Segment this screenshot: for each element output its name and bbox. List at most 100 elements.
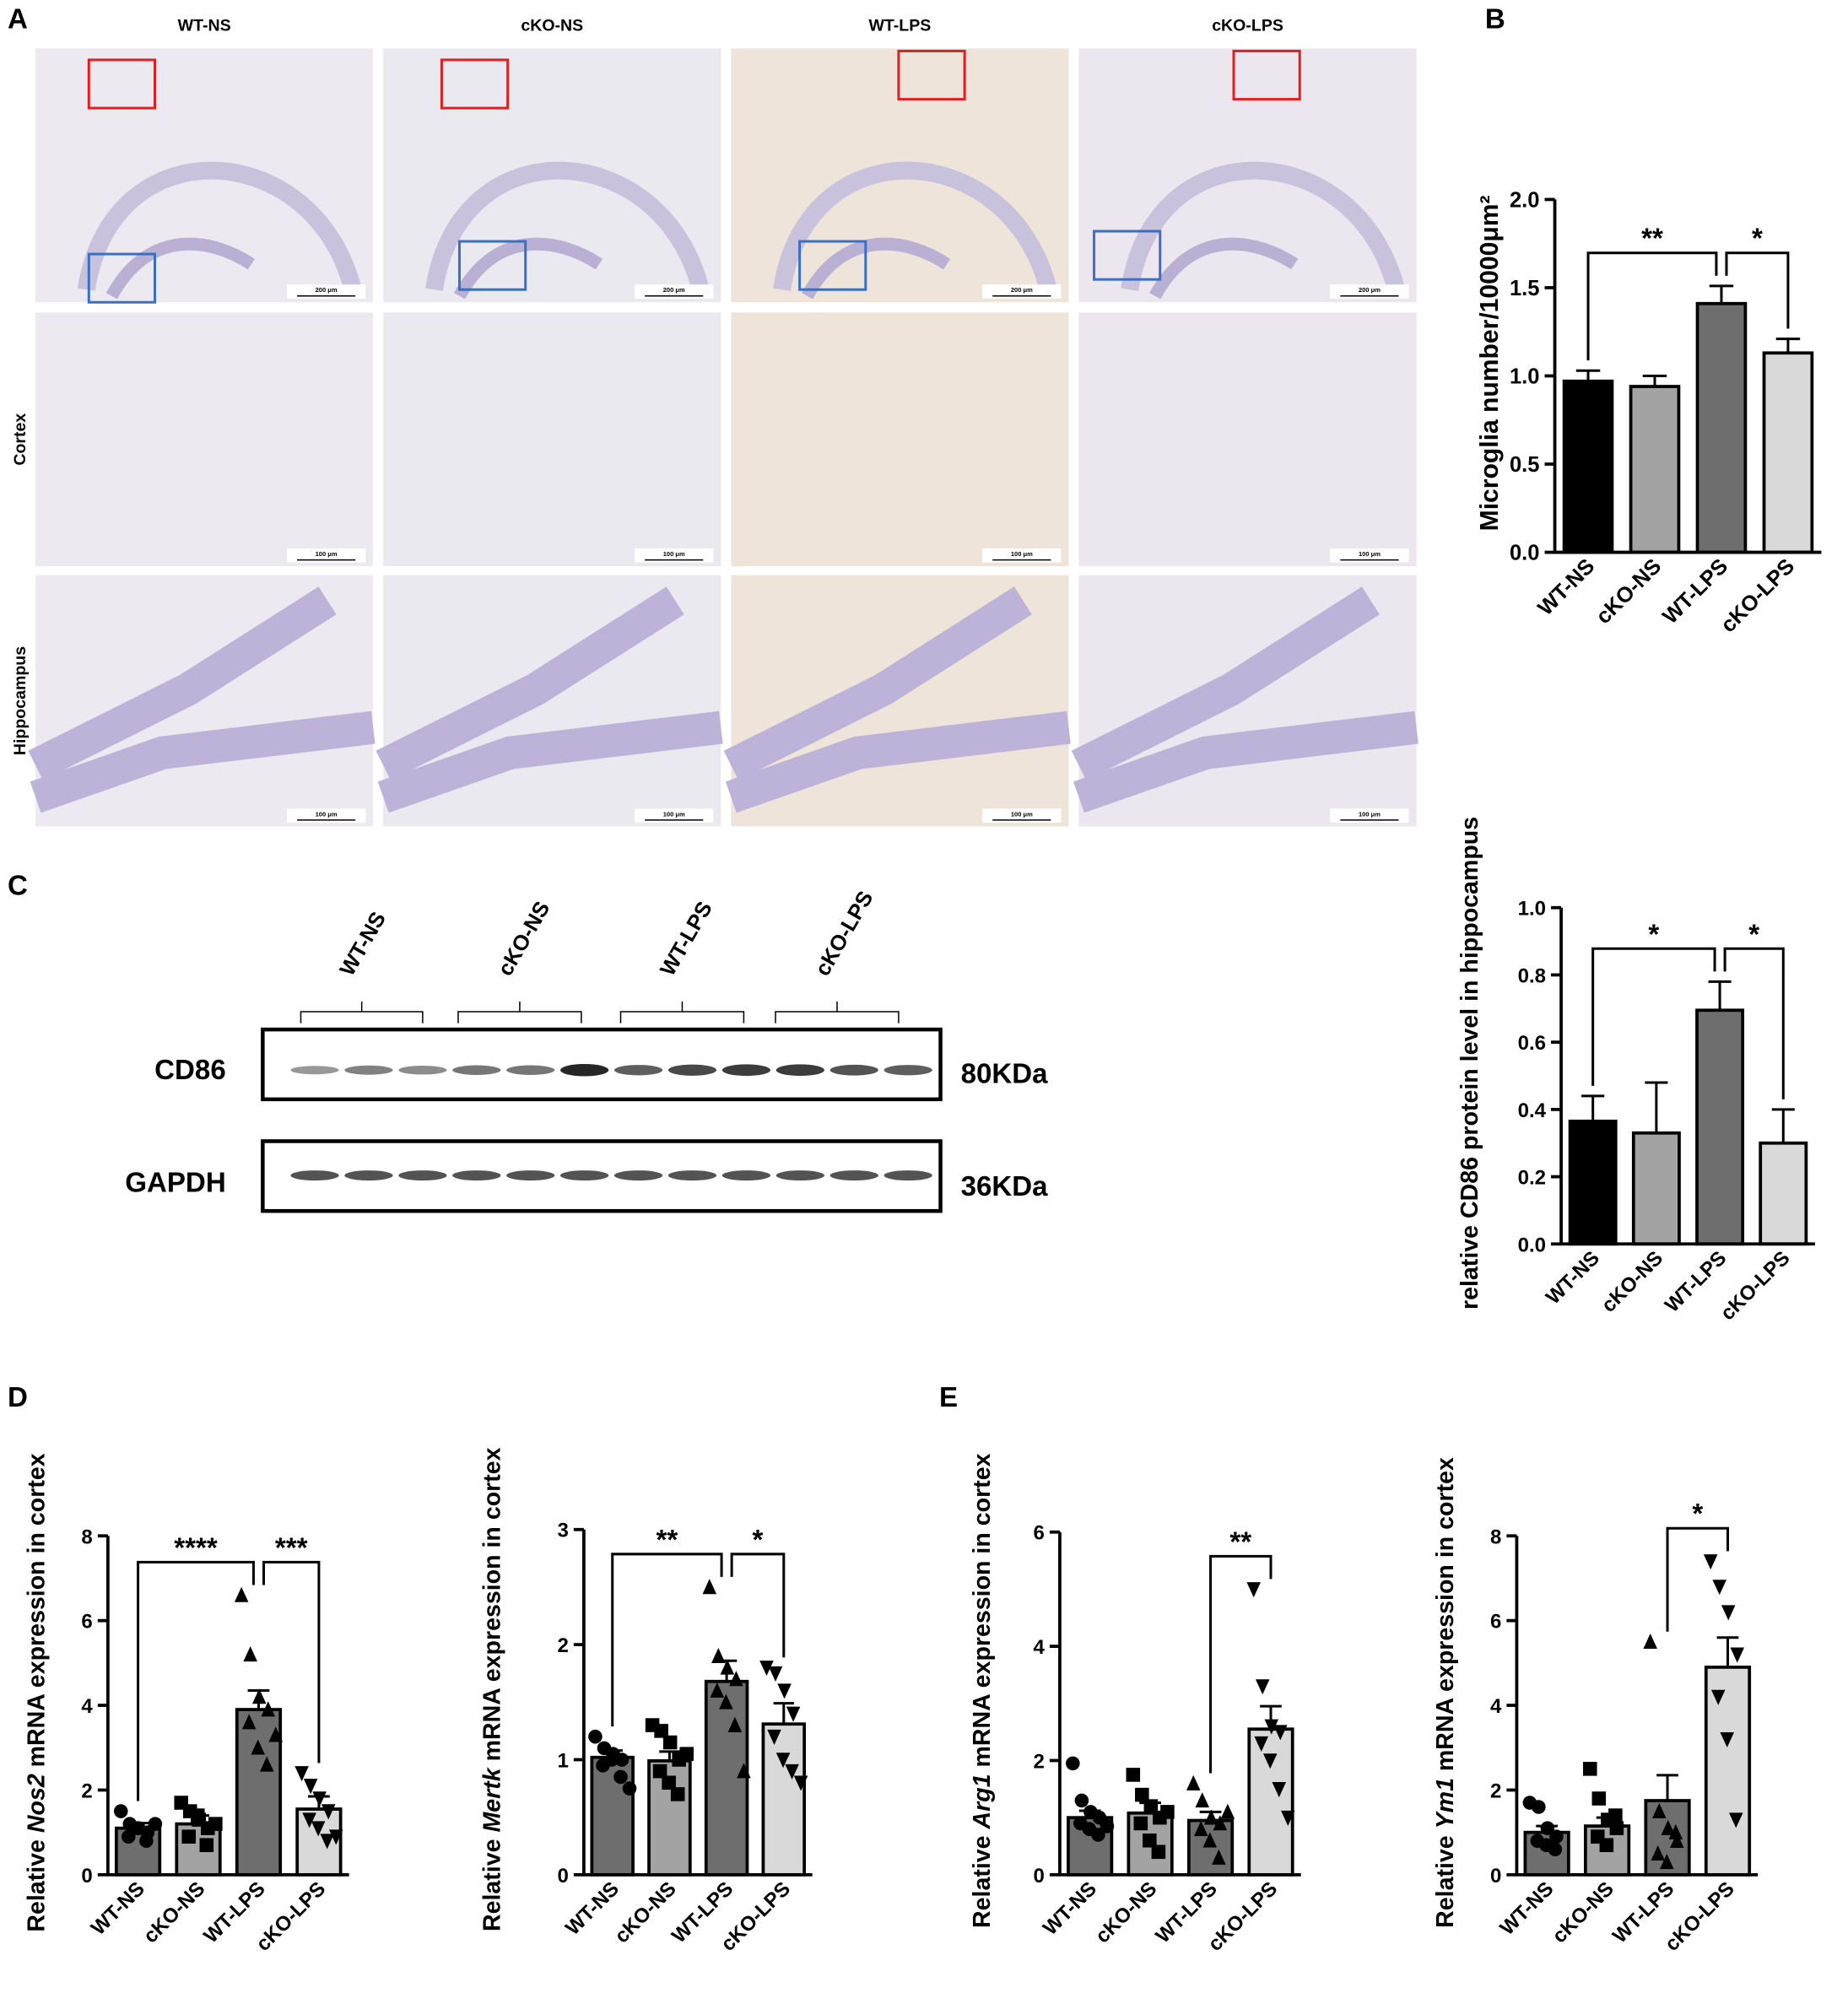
y-tick-label: 3 [557,1520,568,1542]
scale-bar-label: 200 μm [1359,286,1381,294]
data-point [1599,1838,1614,1852]
lane-bracket [619,1002,745,1024]
x-tick-label: cKO-NS [139,1877,209,1947]
y-axis-label-part: Relative [479,1833,506,1932]
scale-bar-box [1330,548,1409,563]
data-point [1186,1774,1201,1790]
bar [761,1722,807,1877]
data-point [1135,1787,1149,1802]
roi-box [1232,49,1301,101]
y-tick-label: 2 [1034,1751,1045,1774]
data-point [670,1787,685,1801]
x-tick-label: cKO-NS [1548,1877,1618,1947]
scale-bar-box [286,284,366,299]
tissue-layer [425,161,710,292]
significance-bracket [1723,947,1785,1099]
scale-bar-box [286,548,366,563]
band [560,1170,609,1181]
lane-label: WT-LPS [656,898,717,980]
y-axis-label: relative CD86 protein level in hippocamp… [1456,817,1483,1310]
axes [105,1536,349,1877]
data-point [1255,1679,1270,1695]
y-axis-label-part: relative CD86 protein level in hippocamp… [1456,817,1483,1310]
image-row-label: Hippocampus [11,646,30,755]
y-axis-label: Relative Nos2 mRNA expression in cortex [24,1453,51,1931]
scale-bar-label: 100 μm [663,550,685,558]
data-point [321,1804,336,1820]
lane-bracket [775,1002,900,1024]
data-point [654,1724,668,1738]
data-point [328,1829,343,1845]
x-tick-label: WT-NS [1533,554,1599,620]
y-axis-label: Microglia number/10000μm² [1476,196,1504,532]
cell-layer [28,586,337,780]
bar [1759,1141,1808,1246]
band [560,1063,609,1077]
data-point [294,1766,309,1782]
significance-label: * [1748,919,1759,950]
band [344,1170,393,1181]
data-point [1548,1842,1563,1857]
y-tick-label: 0.0 [1518,1234,1546,1256]
data-point [1730,1647,1745,1663]
scale-bar-label: 100 μm [1359,550,1381,558]
band [775,1170,824,1181]
data-point [1066,1756,1080,1771]
y-tick-label: 4 [1034,1636,1046,1659]
data-point [1660,1854,1674,1870]
band [452,1065,501,1075]
scale-bar-box [635,284,714,299]
data-point [588,1729,602,1744]
lane-bracket [300,1002,424,1024]
data-point [777,1683,792,1699]
error-bar [659,1750,680,1761]
scale-bar-box [286,808,366,823]
cell-layer [725,710,1071,813]
scale-bar-box [635,548,714,563]
y-tick-label: 0 [557,1865,568,1888]
data-point [1194,1820,1208,1836]
scale-bar-box [1330,284,1409,299]
scale-bar-label: 200 μm [663,286,685,294]
band [398,1170,447,1181]
lane-bracket [457,1002,582,1024]
data-point [604,1753,619,1767]
error-bar [1716,1636,1739,1667]
y-tick-label: 0.5 [1510,453,1540,477]
data-point [1220,1803,1235,1819]
roi-box [440,58,510,110]
data-point [1591,1791,1607,1806]
y-tick-label: 0.8 [1518,964,1546,987]
data-point [1651,1802,1667,1818]
y-axis-label-part: Mertk [479,1766,506,1832]
error-bar [1708,980,1732,1011]
significance-label: ** [1229,1526,1251,1558]
band [883,1065,932,1076]
data-point [1160,1805,1175,1819]
band [452,1170,501,1181]
cell-layer [1071,586,1380,780]
y-tick-label: 0.4 [1518,1099,1547,1122]
data-point [241,1714,257,1730]
band [290,1170,339,1181]
significance-label: ** [1641,224,1663,255]
size-label: 36KDa [961,1171,1049,1202]
y-tick-label: 1 [557,1750,568,1773]
data-point [768,1666,783,1682]
tissue-layer [1149,237,1299,300]
lane-label: WT-NS [336,908,391,980]
y-axis-label-part: mRNA expression in cortex [24,1453,51,1774]
protein-label: GAPDH [125,1168,225,1199]
significance-bracket [611,1553,723,1727]
panel-letter: A [8,3,28,35]
scale-bar-box [1330,808,1409,823]
data-point [1710,1689,1726,1705]
image-column-label: WT-LPS [868,16,931,35]
data-point [251,1688,267,1704]
lane-label: cKO-NS [494,898,555,980]
cell-layer [376,586,684,780]
y-tick-label: 2.0 [1510,188,1540,212]
blot-frame [261,1027,943,1102]
scale-bar-label: 200 μm [1011,286,1033,294]
